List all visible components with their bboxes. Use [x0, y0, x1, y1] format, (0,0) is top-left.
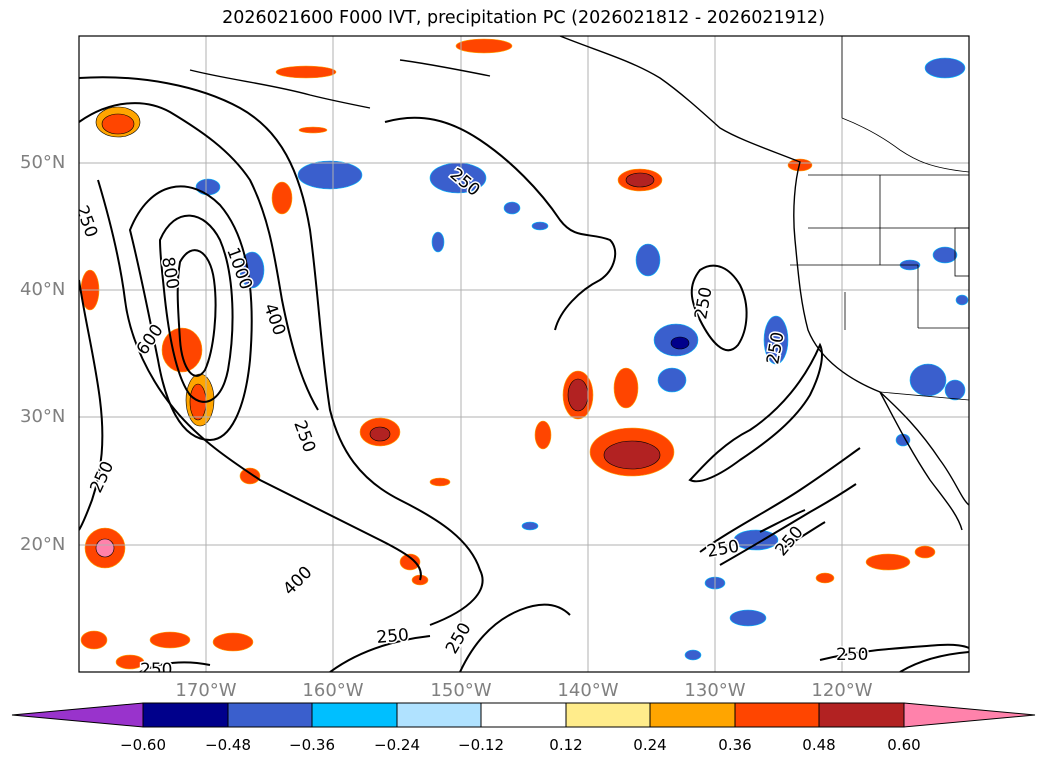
precip-blob — [297, 160, 363, 190]
precip-blob — [429, 477, 451, 487]
colorbar-tick: 0.48 — [802, 736, 836, 754]
lon-label-150w: 150°W — [430, 680, 492, 701]
lat-label-40n: 40°N — [20, 279, 66, 300]
political-borders — [790, 36, 969, 401]
colorbar-segment — [649, 702, 736, 728]
precip-blob — [212, 632, 254, 652]
colorbar-extend-low — [11, 702, 144, 728]
colorbar-tick: −0.12 — [458, 736, 504, 754]
precip-blob — [955, 294, 969, 306]
precip-blob — [815, 572, 835, 584]
ivt-contours — [79, 76, 969, 672]
precip-blob — [729, 609, 767, 627]
precip-blob — [932, 246, 958, 264]
map-frame — [78, 35, 970, 673]
precip-blob — [399, 553, 421, 571]
colorbar-tick: 0.36 — [718, 736, 752, 754]
colorbar-tick: 0.60 — [887, 736, 921, 754]
lat-label-30n: 30°N — [20, 406, 66, 427]
precip-blob — [657, 367, 687, 393]
precip-blob — [521, 521, 539, 531]
precip-blob — [924, 57, 966, 79]
colorbar-segment — [818, 702, 905, 728]
lat-label-20n: 20°N — [20, 534, 66, 555]
colorbar-extend-high — [903, 702, 1036, 728]
precip-blob — [944, 379, 966, 401]
colorbar-segment — [311, 702, 398, 728]
precip-blob — [635, 243, 661, 277]
precip-blob — [298, 126, 328, 134]
precip-blob — [195, 178, 221, 196]
map-background — [79, 36, 969, 672]
colorbar-segment — [734, 702, 820, 728]
precip-blob — [239, 467, 261, 485]
lon-label-130w: 130°W — [684, 680, 746, 701]
colorbar-tick: −0.36 — [289, 736, 335, 754]
colorbar-tick: 0.12 — [549, 736, 583, 754]
lon-label-170w: 170°W — [175, 680, 237, 701]
gridlines — [79, 36, 969, 672]
map-title: 2026021600 F000 IVT, precipitation PC (2… — [222, 8, 825, 28]
lon-label-120w: 120°W — [811, 680, 873, 701]
colorbar-tick: 0.24 — [633, 736, 667, 754]
coastlines — [189, 36, 969, 531]
precip-blob — [503, 201, 521, 215]
precip-blob — [115, 654, 145, 670]
colorbar-segment — [565, 702, 651, 728]
precip-blob — [431, 231, 445, 253]
precip-negative-blobs — [195, 57, 969, 661]
precip-blob — [275, 65, 337, 79]
precip-blob — [149, 631, 191, 649]
precip-blob — [531, 221, 549, 231]
colorbar-segment — [396, 702, 482, 728]
contour-label: 250 — [376, 625, 410, 648]
map-content: 250 250 250 250 250 250 250 250 250 250 … — [79, 36, 969, 680]
precip-blob — [534, 420, 552, 450]
colorbar-tick: −0.60 — [120, 736, 166, 754]
precip-blob — [80, 630, 108, 650]
colorbar-segment — [142, 702, 229, 728]
precip-blob — [763, 315, 789, 365]
lon-label-160w: 160°W — [302, 680, 364, 701]
precip-blob — [909, 363, 947, 397]
precip-blob — [787, 158, 813, 172]
colorbar — [11, 702, 1036, 728]
precip-blob — [914, 545, 936, 559]
precip-blob — [271, 181, 293, 215]
precip-blob — [865, 553, 911, 571]
colorbar-segment — [227, 702, 313, 728]
colorbar-tick: −0.48 — [205, 736, 251, 754]
precip-blob — [684, 649, 702, 661]
colorbar-tick: −0.24 — [374, 736, 420, 754]
precip-blob — [613, 367, 639, 409]
colorbar-segment — [480, 702, 567, 728]
lat-label-50n: 50°N — [20, 152, 66, 173]
contour-label: 250 — [836, 645, 868, 665]
precip-blob — [455, 38, 513, 54]
contour-label: 250 — [140, 660, 172, 680]
lon-label-140w: 140°W — [557, 680, 619, 701]
